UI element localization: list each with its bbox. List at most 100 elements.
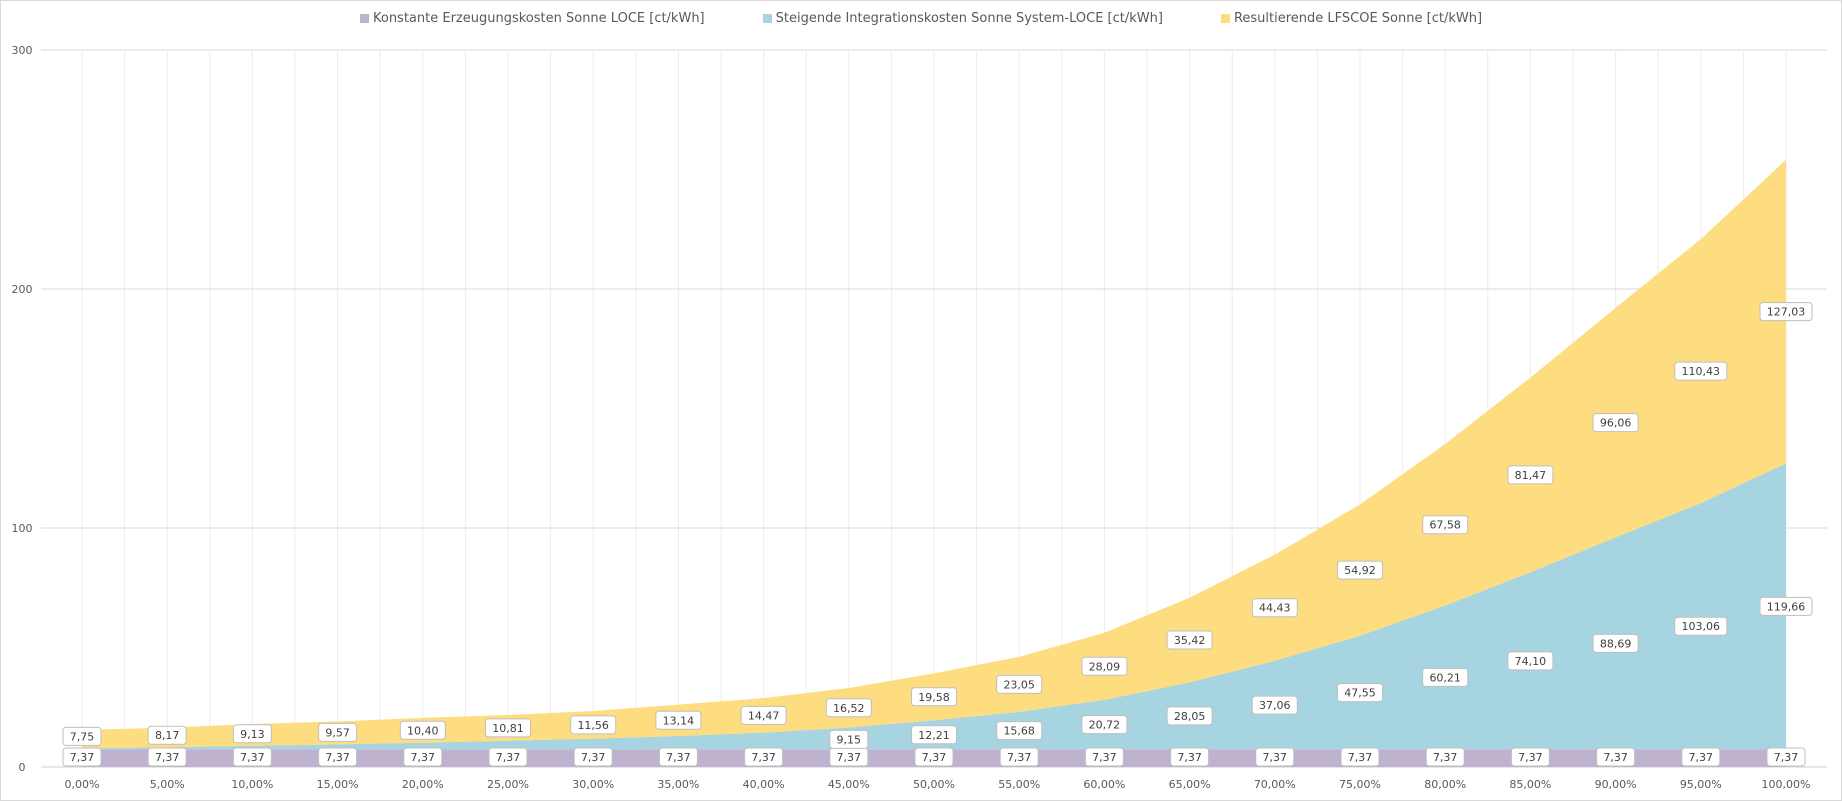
data-label-box [825,698,872,718]
data-label: 47,55 [1337,683,1383,703]
data-label-box [1592,413,1639,433]
data-label: 7,37 [147,747,187,767]
y-tick-label: 100 [12,522,33,535]
data-label-text: 96,06 [1600,417,1632,430]
data-label: 10,81 [485,718,531,738]
data-label-box [318,747,358,767]
data-label-text: 16,52 [833,702,865,715]
data-label-text: 7,37 [1603,751,1628,764]
data-label-box [570,715,617,735]
data-label: 7,37 [403,747,443,767]
data-label: 103,06 [1674,616,1728,636]
data-label: 7,37 [1170,747,1210,767]
data-label: 7,37 [1681,747,1721,767]
data-label-text: 7,37 [837,751,862,764]
data-label-box [485,718,531,738]
x-tick-label: 35,00% [657,778,699,791]
data-label: 7,37 [1766,747,1806,767]
data-label: 119,66 [1759,596,1813,616]
data-label: 8,17 [147,725,187,745]
data-label: 88,69 [1592,633,1639,653]
data-label: 110,43 [1674,361,1728,381]
data-label: 74,10 [1507,651,1554,671]
data-label-box [1337,683,1383,703]
data-label-text: 7,37 [496,751,521,764]
data-label-box [658,747,698,767]
data-label-text: 35,42 [1174,634,1206,647]
data-label-box [62,726,102,746]
data-label-box [1674,616,1728,636]
data-label-box [1251,598,1298,618]
data-label-text: 7,37 [581,751,606,764]
data-label-box [1759,596,1813,616]
data-label-text: 110,43 [1682,365,1721,378]
x-tick-label: 100,00% [1762,778,1811,791]
data-label-text: 47,55 [1344,687,1376,700]
x-tick-label: 45,00% [828,778,870,791]
data-label-box [62,747,102,767]
data-label-text: 19,58 [918,691,950,704]
data-label-text: 12,21 [918,729,950,742]
data-label-text: 74,10 [1515,655,1547,668]
data-label-box [1681,747,1721,767]
data-label-box [1084,747,1124,767]
legend-label: Resultierende LFSCOE Sonne [ct/kWh] [1233,11,1483,26]
data-label: 10,40 [399,720,446,740]
data-label-box [655,710,702,730]
data-label-box [1251,695,1298,715]
data-label: 37,06 [1251,695,1298,715]
x-tick-label: 55,00% [998,778,1040,791]
data-label-box [1340,747,1380,767]
data-label-text: 15,68 [1003,725,1035,738]
data-label-text: 7,37 [70,751,95,764]
data-label: 127,03 [1759,302,1813,322]
data-label-text: 10,81 [492,722,524,735]
data-label-text: 7,37 [240,751,265,764]
data-label: 9,13 [232,724,272,744]
x-tick-label: 95,00% [1680,778,1722,791]
data-label-text: 7,37 [325,751,350,764]
data-label: 7,37 [1425,747,1465,767]
data-label-text: 7,37 [1774,751,1799,764]
data-label-box [147,747,187,767]
data-label: 7,37 [573,747,613,767]
data-label-text: 7,37 [411,751,436,764]
data-label-box [1425,747,1465,767]
x-tick-label: 0,00% [65,778,100,791]
data-label: 9,15 [829,729,869,749]
legend-item-lfscoe[interactable]: Resultierende LFSCOE Sonne [ct/kWh] [1220,11,1483,26]
data-label-text: 7,37 [751,751,776,764]
legend-item-loce[interactable]: Konstante Erzeugungskosten Sonne LOCE [c… [359,11,705,26]
legend-item-system-loce[interactable]: Steigende Integrationskosten Sonne Syste… [762,11,1163,26]
data-label-box [1255,747,1295,767]
data-label-text: 103,06 [1682,620,1721,633]
legend-label: Steigende Integrationskosten Sonne Syste… [775,11,1163,26]
data-label: 7,37 [1340,747,1380,767]
data-label-text: 7,37 [155,751,180,764]
data-label-box [1170,747,1210,767]
data-label: 7,37 [318,747,358,767]
data-label: 16,52 [825,698,872,718]
data-label-text: 7,37 [1007,751,1032,764]
data-label-box [488,747,528,767]
data-label: 28,05 [1166,706,1213,726]
data-label-text: 14,47 [748,709,780,722]
data-label-text: 10,40 [407,724,439,737]
data-label: 35,42 [1166,630,1213,650]
data-label-box [1759,302,1813,322]
data-label-text: 8,17 [155,729,180,742]
data-label-box [1422,515,1469,535]
data-label: 13,14 [655,710,702,730]
x-tick-label: 80,00% [1424,778,1466,791]
x-tick-label: 50,00% [913,778,955,791]
data-label: 44,43 [1251,598,1298,618]
x-tick-label: 70,00% [1254,778,1296,791]
legend-swatch-yellow [1220,14,1230,23]
data-label-box [399,720,446,740]
area-series-2 [82,463,1786,750]
y-tick-label: 300 [12,44,33,57]
data-label-text: 67,58 [1429,519,1461,532]
data-label-box [1674,361,1728,381]
data-label-text: 7,37 [1433,751,1458,764]
